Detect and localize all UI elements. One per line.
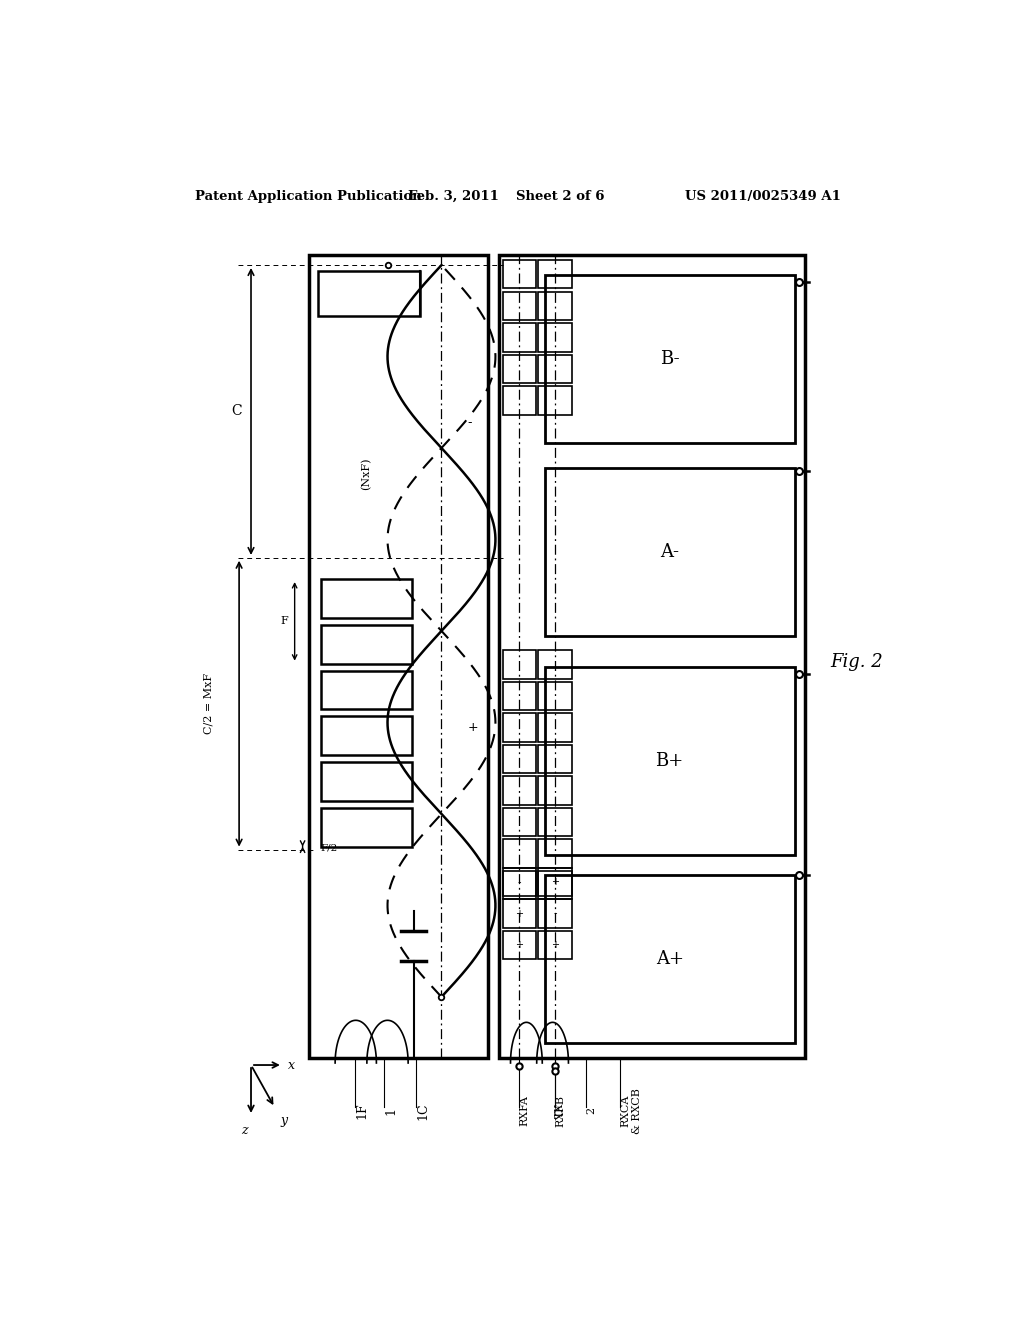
Bar xyxy=(503,682,536,710)
Bar xyxy=(539,840,571,867)
Bar xyxy=(545,469,795,636)
Bar xyxy=(503,713,536,742)
Bar xyxy=(539,292,571,319)
Text: (NxF): (NxF) xyxy=(360,457,372,490)
Bar xyxy=(545,667,795,854)
Text: 1C: 1C xyxy=(416,1102,429,1119)
Bar xyxy=(503,776,536,805)
Bar xyxy=(321,624,412,664)
Bar xyxy=(321,671,412,709)
Text: -: - xyxy=(553,908,557,919)
Bar xyxy=(503,899,536,928)
Text: Feb. 3, 2011: Feb. 3, 2011 xyxy=(408,190,499,202)
Bar xyxy=(503,867,536,896)
Bar xyxy=(503,808,536,837)
Text: TX: TX xyxy=(555,1104,565,1118)
Bar xyxy=(539,260,571,289)
Bar xyxy=(503,840,536,867)
Bar xyxy=(503,871,536,899)
Bar xyxy=(321,808,412,846)
Bar xyxy=(539,651,571,678)
Bar xyxy=(539,931,571,960)
Bar xyxy=(500,255,805,1057)
Text: +: + xyxy=(515,908,523,919)
Bar xyxy=(503,292,536,319)
Text: z: z xyxy=(242,1125,248,1137)
Text: +: + xyxy=(551,876,559,887)
Text: -: - xyxy=(517,876,521,887)
Bar xyxy=(539,871,571,899)
Text: Patent Application Publication: Patent Application Publication xyxy=(196,190,422,202)
Bar xyxy=(321,717,412,755)
Text: C: C xyxy=(231,404,242,418)
Text: 1F: 1F xyxy=(355,1102,368,1119)
Bar xyxy=(539,355,571,383)
Bar xyxy=(545,875,795,1043)
Text: x: x xyxy=(289,1059,295,1072)
Bar xyxy=(539,867,571,896)
Bar xyxy=(503,385,536,414)
Text: RXFB: RXFB xyxy=(555,1094,565,1127)
Text: RXCA
& RXCB: RXCA & RXCB xyxy=(620,1088,642,1134)
Bar xyxy=(539,744,571,774)
Bar xyxy=(539,808,571,837)
Bar xyxy=(503,651,536,678)
Bar xyxy=(318,271,420,315)
Bar xyxy=(539,682,571,710)
Bar xyxy=(321,579,412,618)
Text: A-: A- xyxy=(660,544,679,561)
Text: +: + xyxy=(468,721,478,734)
Bar xyxy=(503,323,536,351)
Bar xyxy=(321,762,412,801)
Bar xyxy=(539,323,571,351)
Bar xyxy=(539,899,571,928)
Text: US 2011/0025349 A1: US 2011/0025349 A1 xyxy=(685,190,841,202)
Text: +: + xyxy=(551,940,559,950)
Text: +: + xyxy=(515,940,523,950)
Text: C/2 = MxF: C/2 = MxF xyxy=(204,673,214,734)
Bar xyxy=(539,385,571,414)
Text: -: - xyxy=(467,416,471,429)
Bar xyxy=(309,255,487,1057)
Text: 2: 2 xyxy=(586,1107,596,1114)
Text: A+: A+ xyxy=(655,950,684,968)
Bar xyxy=(539,776,571,805)
Text: 1: 1 xyxy=(384,1106,397,1115)
Text: Sheet 2 of 6: Sheet 2 of 6 xyxy=(516,190,605,202)
Bar xyxy=(539,713,571,742)
Text: RXFA: RXFA xyxy=(519,1096,529,1126)
Text: F: F xyxy=(281,616,288,627)
Bar xyxy=(503,260,536,289)
Bar xyxy=(545,276,795,444)
Text: Fig. 2: Fig. 2 xyxy=(830,652,883,671)
Bar xyxy=(503,931,536,960)
Text: y: y xyxy=(281,1114,288,1127)
Text: B+: B+ xyxy=(655,751,684,770)
Text: F/2: F/2 xyxy=(321,843,337,853)
Bar xyxy=(503,355,536,383)
Text: B-: B- xyxy=(659,350,680,368)
Bar xyxy=(503,744,536,774)
